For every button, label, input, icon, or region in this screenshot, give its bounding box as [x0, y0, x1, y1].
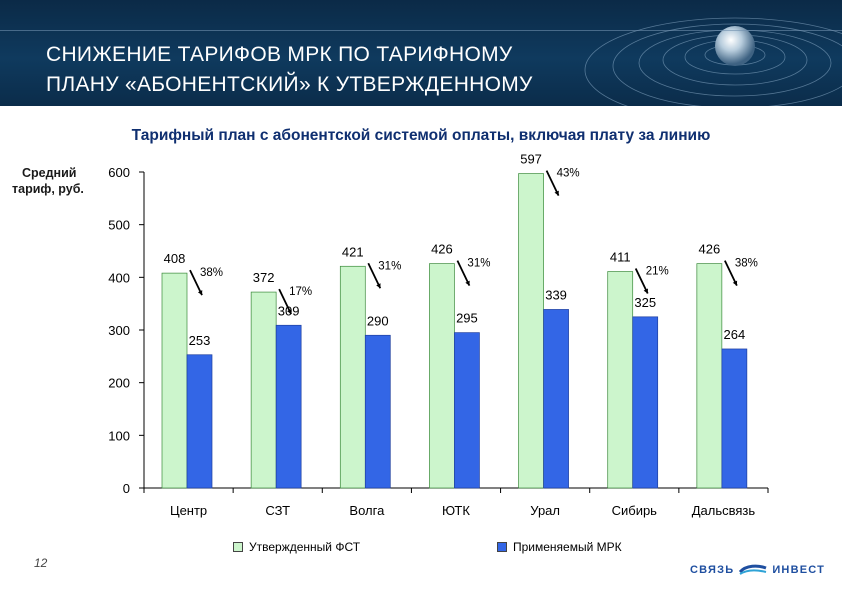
legend-label-fst: Утвержденный ФСТ [249, 540, 361, 554]
reduction-arrow-head [376, 283, 381, 289]
y-axis-label-line-1: Средний [22, 166, 77, 180]
bar-mrk [543, 309, 569, 489]
bar-mrk [632, 316, 659, 489]
y-axis-label: Средний тариф, руб. [12, 165, 112, 197]
legend-item-fst: Утвержденный ФСТ [233, 540, 360, 554]
y-tick-label: 200 [108, 376, 130, 391]
x-tick-label: Волга [349, 503, 385, 518]
data-label-mrk: 339 [545, 287, 567, 302]
page-number: 12 [34, 556, 48, 570]
logo-text-left: СВЯЗЬ [690, 564, 735, 576]
reduction-arrow-line [545, 170, 560, 196]
reduction-label: 38% [735, 258, 758, 270]
y-tick-label: 500 [108, 218, 130, 233]
data-label-mrk: 253 [189, 333, 211, 348]
reduction-label: 38% [200, 267, 223, 279]
reduction-arrow-head [643, 288, 648, 294]
legend-swatch-mrk [497, 542, 507, 552]
reduction-label: 17% [289, 286, 312, 298]
bar-fst [339, 265, 366, 489]
bar-fst [518, 173, 544, 489]
reduction-arrow-head [197, 290, 203, 296]
slide-title: СНИЖЕНИЕ ТАРИФОВ МРК ПО ТАРИФНОМУ ПЛАНУ … [46, 40, 646, 100]
reduction-arrow-line [189, 269, 203, 296]
reduction-arrow-head [287, 309, 292, 315]
bar-mrk [454, 332, 480, 489]
bar-fst [696, 263, 723, 489]
bar-chart: 010020030040050060040825338%Центр3723091… [108, 152, 769, 518]
y-tick-label: 0 [123, 481, 130, 496]
data-label-fst: 421 [342, 244, 364, 259]
title-line-1: СНИЖЕНИЕ ТАРИФОВ МРК ПО ТАРИФНОМУ [46, 43, 513, 66]
reduction-label: 21% [646, 266, 669, 278]
title-line-2: ПЛАНУ «АБОНЕНТСКИЙ» К УТВЕРЖДЕННОМУ [46, 73, 533, 96]
x-tick-label: Сибирь [612, 503, 658, 518]
bar-mrk [721, 348, 748, 489]
y-axis-label-line-2: тариф, руб. [12, 182, 84, 196]
data-label-fst: 372 [253, 270, 275, 285]
x-tick-label: ЮТК [442, 503, 470, 518]
reduction-arrow-line [456, 260, 471, 287]
reduction-arrow-line [278, 288, 292, 315]
x-tick-label: Урал [530, 503, 560, 518]
legend-item-mrk: Применяемый МРК [497, 540, 622, 554]
legend-label-mrk: Применяемый МРК [513, 540, 622, 554]
chart-legend: Утвержденный ФСТ Применяемый МРК [0, 540, 842, 560]
x-tick-label: СЗТ [265, 503, 290, 518]
bar-mrk [186, 354, 213, 489]
legend-swatch-fst [233, 542, 243, 552]
bar-mrk [364, 334, 391, 489]
data-label-mrk: 290 [367, 313, 389, 328]
reduction-arrow-head [554, 190, 559, 196]
reduction-label: 31% [467, 258, 490, 270]
data-label-fst: 426 [431, 242, 453, 257]
reduction-arrow-head [465, 280, 470, 286]
reduction-label: 31% [378, 260, 401, 272]
reduction-arrow-head [732, 280, 738, 286]
bar-fst [607, 271, 634, 489]
y-tick-label: 400 [108, 270, 130, 285]
reduction-label: 43% [557, 168, 580, 180]
data-label-mrk: 264 [724, 327, 746, 342]
data-label-mrk: 295 [456, 311, 478, 326]
x-tick-label: Дальсвязь [692, 503, 756, 518]
y-tick-label: 600 [108, 165, 130, 180]
data-label-mrk: 325 [634, 295, 656, 310]
logo-text-right: ИНВЕСТ [772, 564, 826, 576]
data-label-fst: 408 [164, 251, 186, 266]
y-tick-label: 100 [108, 428, 130, 443]
company-logo: СВЯЗЬ ИНВЕСТ [690, 563, 825, 577]
x-tick-label: Центр [170, 503, 207, 518]
slide-header: СНИЖЕНИЕ ТАРИФОВ МРК ПО ТАРИФНОМУ ПЛАНУ … [0, 0, 842, 106]
header-divider [0, 30, 842, 31]
y-tick-label: 300 [108, 323, 130, 338]
swirl-decoration-icon [584, 17, 842, 106]
reduction-arrow-line [634, 268, 649, 294]
reduction-arrow-line [367, 262, 382, 289]
logo-swoosh-icon [739, 564, 767, 575]
bar-fst [161, 272, 188, 489]
bar-fst [429, 263, 455, 489]
data-label-fst: 426 [699, 242, 721, 257]
bar-mrk [275, 324, 302, 489]
chart-subtitle: Тарифный план с абонентской системой опл… [131, 127, 711, 144]
data-label-fst: 597 [520, 152, 542, 167]
reduction-arrow-line [724, 260, 738, 287]
bar-fst [250, 291, 277, 489]
data-label-fst: 411 [610, 250, 631, 265]
sphere-icon [715, 26, 755, 66]
